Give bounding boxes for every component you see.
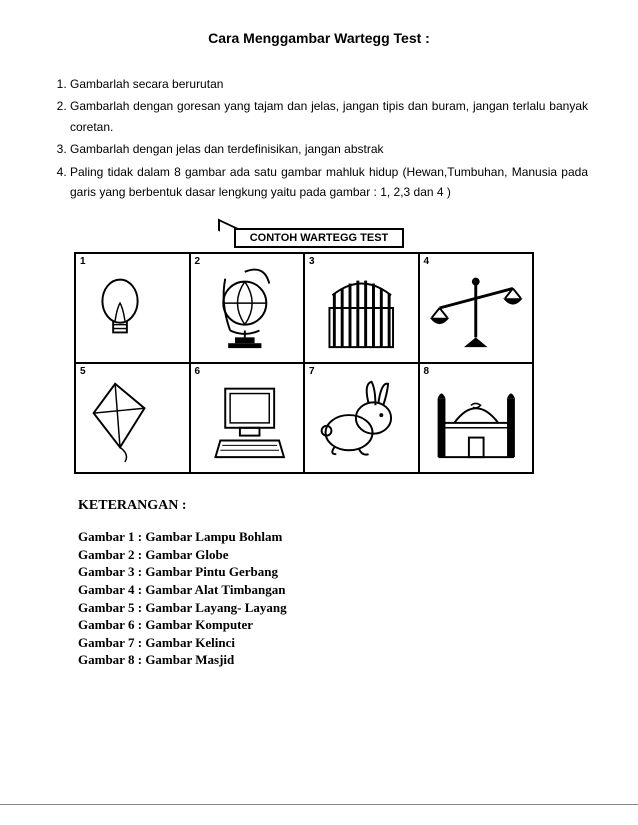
legend-item: Gambar 3 : Gambar Pintu Gerbang (78, 563, 588, 581)
cell-number: 2 (195, 256, 201, 267)
cell-3: 3 (304, 253, 419, 363)
lightbulb-icon (76, 254, 189, 362)
cell-number: 3 (309, 256, 315, 267)
legend-item: Gambar 2 : Gambar Globe (78, 546, 588, 564)
legend-title: KETERANGAN : (78, 498, 588, 514)
instruction-item: Gambarlah dengan jelas dan terdefinisika… (70, 139, 588, 159)
instructions-block: Gambarlah secara berurutan Gambarlah den… (50, 74, 588, 202)
footer-divider (0, 804, 638, 805)
cell-5: 5 (75, 363, 190, 473)
cell-8: 8 (419, 363, 534, 473)
rabbit-icon (305, 364, 418, 472)
instruction-item: Gambarlah secara berurutan (70, 74, 588, 94)
globe-icon (191, 254, 304, 362)
cell-number: 4 (424, 256, 430, 267)
banner-wrap: CONTOH WARTEGG TEST (50, 228, 588, 252)
legend-item: Gambar 8 : Gambar Masjid (78, 651, 588, 669)
cell-7: 7 (304, 363, 419, 473)
legend-list: Gambar 1 : Gambar Lampu Bohlam Gambar 2 … (78, 528, 588, 668)
cell-number: 1 (80, 256, 86, 267)
legend-item: Gambar 7 : Gambar Kelinci (78, 634, 588, 652)
mosque-icon (420, 364, 533, 472)
cell-number: 7 (309, 366, 315, 377)
legend-item: Gambar 4 : Gambar Alat Timbangan (78, 581, 588, 599)
computer-icon (191, 364, 304, 472)
cell-1: 1 (75, 253, 190, 363)
gate-icon (305, 254, 418, 362)
scale-icon (420, 254, 533, 362)
legend-item: Gambar 1 : Gambar Lampu Bohlam (78, 528, 588, 546)
instruction-item: Paling tidak dalam 8 gambar ada satu gam… (70, 162, 588, 203)
cell-number: 5 (80, 366, 86, 377)
example-banner: CONTOH WARTEGG TEST (234, 228, 405, 248)
page-title: Cara Menggambar Wartegg Test : (50, 30, 588, 46)
cell-number: 8 (424, 366, 430, 377)
instruction-item: Gambarlah dengan goresan yang tajam dan … (70, 96, 588, 137)
legend-item: Gambar 6 : Gambar Komputer (78, 616, 588, 634)
cell-4: 4 (419, 253, 534, 363)
cell-2: 2 (190, 253, 305, 363)
cell-number: 6 (195, 366, 201, 377)
wartegg-grid: 1 2 3 (74, 252, 534, 474)
cell-6: 6 (190, 363, 305, 473)
legend-item: Gambar 5 : Gambar Layang- Layang (78, 599, 588, 617)
kite-icon (76, 364, 189, 472)
instructions-list: Gambarlah secara berurutan Gambarlah den… (50, 74, 588, 202)
